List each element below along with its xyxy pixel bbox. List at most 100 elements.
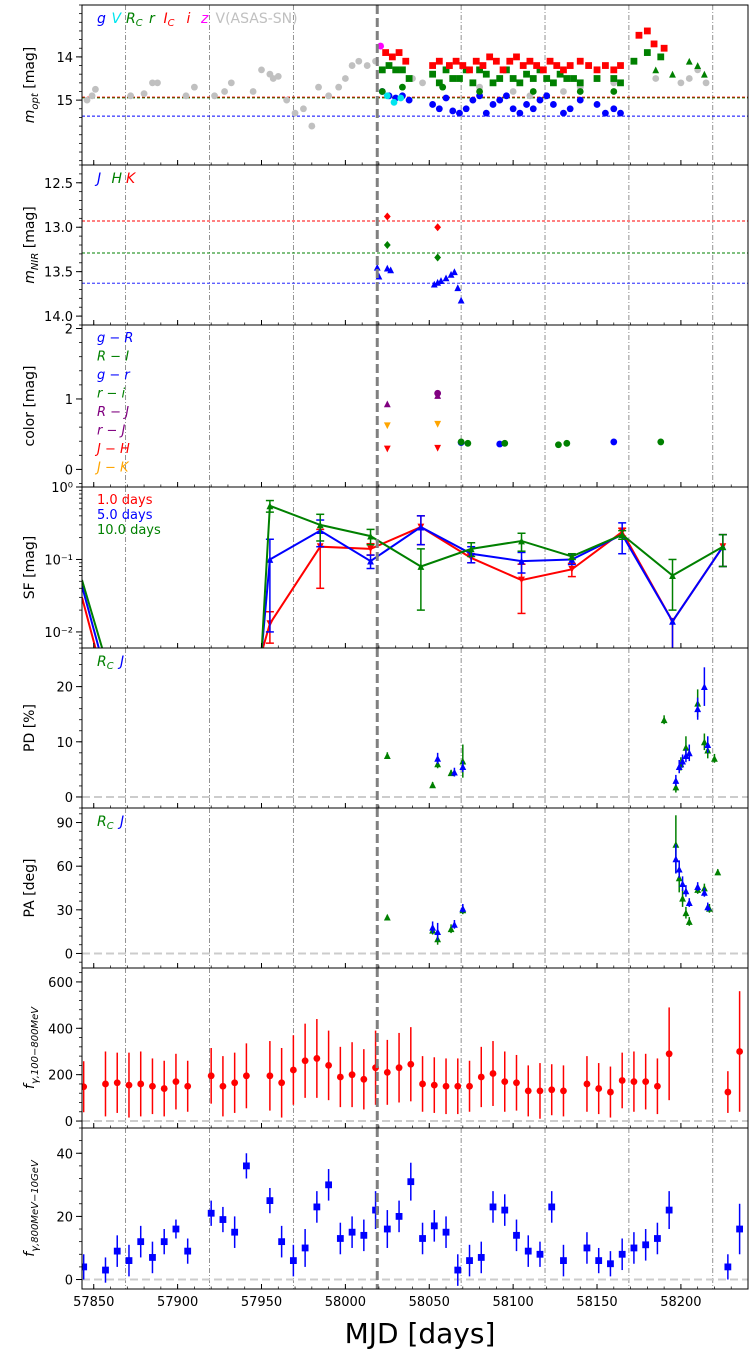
y-tick-label: 0 — [65, 463, 73, 478]
data-point-f_γ,800MeV−10GeV — [348, 1228, 356, 1236]
data-point-I_C — [445, 62, 453, 69]
data-color — [383, 389, 665, 453]
data-point-g — [610, 105, 618, 113]
data-point-g — [617, 109, 624, 117]
data-point-I_C — [402, 57, 410, 65]
data-sf — [82, 499, 727, 648]
data-point-I_C — [560, 66, 567, 74]
y-axis-label-pd: PD [%] — [22, 704, 38, 752]
data-point-V(ASAS-SN) — [283, 96, 291, 104]
legend-entry-1: R − I — [97, 350, 129, 365]
sf-point — [518, 576, 525, 584]
data-point-f_γ,800MeV−10GeV — [149, 1254, 156, 1261]
data-point-g — [576, 96, 584, 104]
data-point-g — [602, 109, 609, 117]
data-point-R_C — [700, 738, 708, 746]
legend-entry-2: g − r — [97, 368, 131, 383]
data-point-f_γ,100−800MeV — [607, 1088, 614, 1096]
y-tick-label: 40 — [56, 1147, 73, 1162]
panel-frame — [81, 1127, 749, 1290]
data-point-f_γ,800MeV−10GeV — [336, 1235, 344, 1242]
legend-entry-0: g − R — [97, 331, 133, 346]
data-point-f_γ,800MeV−10GeV — [325, 1181, 333, 1189]
data-point-R_C — [657, 53, 665, 61]
data-point-f_γ,100−800MeV — [560, 1087, 567, 1095]
legend-entry-0: J — [94, 171, 101, 187]
data-point-J − K — [383, 422, 391, 430]
data-point-f_γ,100−800MeV — [184, 1082, 192, 1090]
y-tick-label: 400 — [48, 1022, 73, 1037]
data-point-V(ASAS-SN) — [221, 88, 228, 95]
data-point-J — [442, 274, 450, 282]
data-point-f_γ,800MeV−10GeV — [372, 1206, 379, 1214]
data-point-R_C — [550, 79, 557, 87]
data-point-R_C — [617, 79, 624, 87]
data-point-f_γ,100−800MeV — [477, 1073, 485, 1081]
legend-entry-2: K — [126, 171, 137, 187]
data-point-R_C — [643, 49, 651, 56]
legend-entry-7: V(ASAS-SN) — [216, 11, 298, 27]
data-point-J — [672, 855, 680, 863]
data-point-f_γ,100−800MeV — [289, 1066, 297, 1074]
data-point-f_γ,800MeV−10GeV — [407, 1178, 415, 1186]
data-point-f_γ,800MeV−10GeV — [289, 1257, 297, 1264]
sf-point — [467, 545, 475, 553]
data-point-f_γ,800MeV−10GeV — [454, 1266, 462, 1274]
legend-entry-1: V — [112, 11, 123, 27]
x-tick-label: 57900 — [157, 1295, 198, 1310]
panel-color: 0 1 2 color [mag] g − R R − I g − r r − i R − J r… — [22, 323, 749, 488]
data-point-f_γ,800MeV−10GeV — [383, 1225, 391, 1233]
data-point-J — [430, 280, 438, 288]
data-point-J — [434, 278, 442, 286]
data-point-I_C — [539, 66, 547, 74]
data-point-R_C — [543, 75, 551, 82]
data-point-R_C — [429, 781, 437, 789]
y-tick-label: 0 — [65, 1115, 73, 1130]
data-point-I_C — [519, 62, 527, 69]
data-point-R_C — [489, 79, 497, 87]
data-point-V(ASAS-SN) — [325, 92, 333, 100]
data-point-f_γ,800MeV−10GeV — [137, 1238, 145, 1246]
data-point-I_C — [585, 62, 593, 69]
data-point-J — [451, 268, 458, 276]
data-point-f_γ,800MeV−10GeV — [231, 1228, 239, 1236]
sf-point — [568, 565, 576, 573]
data-point-V(ASAS-SN) — [341, 75, 349, 82]
data-point-R_C — [447, 925, 455, 933]
panel-pa: 0 30 60 90 PA [deg] RC J — [22, 807, 749, 969]
data-point-R − I — [501, 439, 509, 447]
data-point-I_C — [472, 57, 480, 65]
data-point-f_γ,800MeV−10GeV — [125, 1257, 133, 1264]
data-point-I_C — [533, 62, 541, 69]
data-point-V(ASAS-SN) — [190, 83, 198, 91]
data-point-f_γ,800MeV−10GeV — [360, 1231, 368, 1239]
data-point-I_C — [459, 62, 467, 69]
data-point-f_γ,100−800MeV — [442, 1082, 450, 1090]
data-point-f_γ,800MeV−10GeV — [184, 1247, 192, 1255]
data-point-J — [373, 263, 381, 271]
panel-frame — [81, 647, 749, 809]
data-point-J — [682, 752, 690, 759]
legend-entry-4: IC — [164, 11, 175, 29]
data-point-f_γ,800MeV−10GeV — [219, 1216, 227, 1223]
data-point-R − I — [555, 441, 562, 449]
data-point-V(ASAS-SN) — [335, 83, 343, 91]
data-point-H — [434, 253, 442, 262]
data-point-R_C — [660, 716, 668, 724]
data-point-R_C-triangles — [694, 62, 702, 69]
data-point-V(ASAS-SN) — [348, 62, 356, 69]
data-point-V — [397, 94, 405, 102]
x-axis-label: MJD [days] — [345, 1317, 496, 1350]
data-point-f_γ,800MeV−10GeV — [524, 1247, 532, 1255]
data-point-f_γ,800MeV−10GeV — [607, 1260, 614, 1268]
data-point-f_γ,800MeV−10GeV — [82, 1263, 88, 1271]
data-point-J — [675, 865, 683, 873]
data-point-f_γ,800MeV−10GeV — [243, 1162, 250, 1170]
data-point-g — [509, 105, 517, 113]
data-point-g — [456, 109, 463, 117]
data-point-f_γ,800MeV−10GeV — [419, 1235, 426, 1242]
data-point-J — [700, 683, 708, 691]
data-point-J — [685, 749, 693, 757]
